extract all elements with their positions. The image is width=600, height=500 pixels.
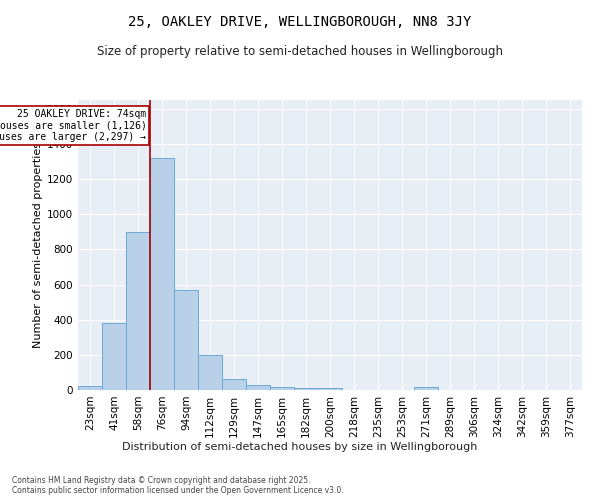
Bar <box>294 388 318 390</box>
Bar <box>270 387 294 390</box>
Text: Contains HM Land Registry data © Crown copyright and database right 2025.
Contai: Contains HM Land Registry data © Crown c… <box>12 476 344 495</box>
Bar <box>78 386 102 390</box>
Text: Distribution of semi-detached houses by size in Wellingborough: Distribution of semi-detached houses by … <box>122 442 478 452</box>
Bar <box>246 384 270 390</box>
Text: Size of property relative to semi-detached houses in Wellingborough: Size of property relative to semi-detach… <box>97 45 503 58</box>
Bar <box>102 323 126 390</box>
Bar <box>126 232 150 390</box>
Bar <box>174 290 198 390</box>
Bar <box>318 388 342 390</box>
Bar <box>198 355 222 390</box>
Bar <box>150 158 174 390</box>
Y-axis label: Number of semi-detached properties: Number of semi-detached properties <box>33 142 43 348</box>
Bar <box>222 378 246 390</box>
Bar <box>414 388 438 390</box>
Text: 25 OAKLEY DRIVE: 74sqm
← 32% of semi-detached houses are smaller (1,126)
66% of : 25 OAKLEY DRIVE: 74sqm ← 32% of semi-det… <box>0 109 146 142</box>
Text: 25, OAKLEY DRIVE, WELLINGBOROUGH, NN8 3JY: 25, OAKLEY DRIVE, WELLINGBOROUGH, NN8 3J… <box>128 15 472 29</box>
